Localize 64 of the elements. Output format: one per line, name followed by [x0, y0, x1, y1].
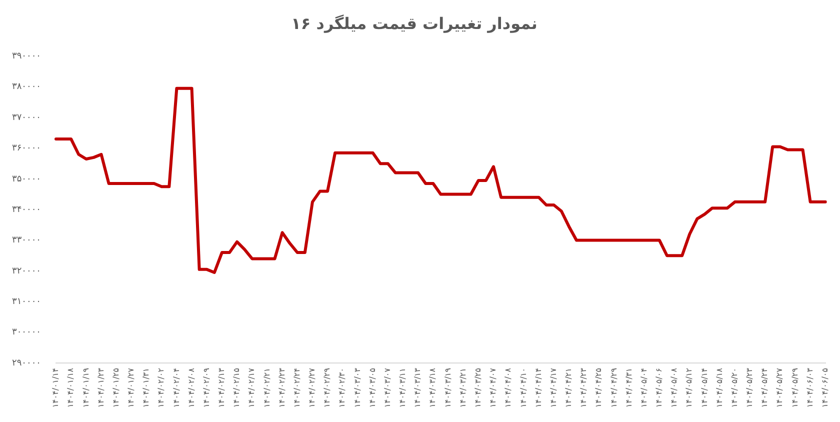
x-tick-label: ۱۴۰۴/۰۵/۲۴	[760, 368, 770, 408]
x-tick-label: ۱۴۰۴/۰۵/۰۶	[654, 368, 664, 408]
x-tick-label: ۱۴۰۴/۰۱/۳۱	[142, 368, 151, 408]
x-tick-label: ۱۴۰۴/۰۴/۲۳	[579, 367, 588, 408]
x-tick-label: ۱۴۰۴/۰۵/۲۷	[775, 367, 784, 408]
x-tick-label: ۱۴۰۴/۰۱/۱۴	[51, 368, 60, 408]
x-tick-label: ۱۴۰۴/۰۵/۲۹	[790, 368, 800, 408]
x-tick-label: ۱۴۰۴/۰۲/۲۹	[322, 368, 332, 408]
x-tick-label: ۱۴۰۴/۰۵/۲۰	[730, 368, 739, 408]
x-tick-label: ۱۴۰۴/۰۲/۰۸	[186, 367, 196, 408]
y-tick-label: ۳۴۰۰۰۰	[12, 204, 41, 215]
x-tick-label: ۱۴۰۴/۰۳/۰۳	[352, 367, 362, 408]
x-tick-label: ۱۴۰۴/۰۲/۳۰	[338, 368, 347, 408]
x-tick-label: ۱۴۰۴/۰۱/۲۷	[126, 367, 136, 408]
y-tick-label: ۳۹۰۰۰۰	[12, 52, 41, 62]
x-tick-label: ۱۴۰۴/۰۴/۲۵	[594, 368, 604, 408]
x-tick-label: ۱۴۰۴/۰۵/۱۴	[700, 368, 709, 408]
y-tick-label: ۳۱۰۰۰۰	[12, 296, 41, 307]
x-tick-label: ۱۴۰۴/۰۴/۲۱	[564, 368, 574, 408]
x-tick-label: ۱۴۰۴/۰۴/۰۸	[504, 367, 513, 408]
x-tick-label: ۱۴۰۴/۰۲/۲۴	[292, 368, 302, 408]
y-tick-label: ۳۷۰۰۰۰	[12, 112, 41, 123]
x-tick-label: ۱۴۰۴/۰۲/۰۹	[202, 368, 211, 408]
x-tick-label: ۱۴۰۴/۰۵/۰۸	[670, 367, 679, 408]
x-tick-label: ۱۴۰۴/۰۱/۱۹	[81, 368, 90, 408]
x-tick-label: ۱۴۰۴/۰۲/۰۴	[172, 368, 181, 408]
x-tick-label: ۱۴۰۴/۰۴/۲۹	[609, 368, 618, 408]
x-tick-label: ۱۴۰۴/۰۲/۲۷	[308, 367, 317, 408]
x-tick-label: ۱۴۰۴/۰۲/۱۷	[247, 367, 256, 408]
x-tick-label: ۱۴۰۴/۰۳/۱۱	[398, 368, 408, 408]
x-tick-label: ۱۴۰۴/۰۱/۱۸	[66, 367, 76, 408]
x-tick-label: ۱۴۰۴/۰۵/۱۲	[684, 368, 694, 408]
x-tick-label: ۱۴۰۴/۰۶/۰۳	[805, 367, 814, 408]
x-tick-label: ۱۴۰۴/۰۳/۲۱	[458, 368, 468, 408]
x-tick-label: ۱۴۰۴/۰۲/۱۳	[217, 367, 226, 408]
x-tick-label: ۱۴۰۴/۰۲/۲۳	[277, 367, 286, 408]
y-tick-label: ۳۳۰۰۰۰	[12, 236, 41, 246]
x-tick-label: ۱۴۰۴/۰۴/۱۷	[548, 367, 558, 408]
x-tick-label: ۱۴۰۴/۰۳/۱۸	[428, 367, 438, 408]
y-tick-label: ۲۹۰۰۰۰	[12, 358, 41, 368]
y-tick-label: ۳۲۰۰۰۰	[12, 266, 41, 276]
chart-title: نمودار تغییرات قیمت میلگرد ۱۶	[291, 14, 538, 33]
y-tick-label: ۳۶۰۰۰۰	[12, 144, 41, 154]
x-tick-label: ۱۴۰۴/۰۳/۱۳	[413, 367, 422, 408]
x-tick-label: ۱۴۰۴/۰۵/۱۸	[714, 367, 724, 408]
x-tick-label: ۱۴۰۴/۰۳/۰۷	[382, 367, 392, 408]
x-tick-label: ۱۴۰۴/۰۲/۰۲	[156, 368, 166, 408]
x-tick-label: ۱۴۰۴/۰۳/۱۹	[443, 368, 452, 408]
y-tick-label: ۳۸۰۰۰۰	[12, 82, 41, 92]
x-tick-label: ۱۴۰۴/۰۵/۰۴	[639, 368, 648, 408]
x-tick-label: ۱۴۰۴/۰۳/۰۵	[368, 368, 377, 408]
x-tick-label: ۱۴۰۴/۰۱/۲۵	[111, 368, 120, 408]
x-tick-label: ۱۴۰۴/۰۱/۲۳	[96, 367, 106, 408]
x-tick-label: ۱۴۰۴/۰۲/۲۱	[262, 368, 272, 408]
x-tick-label: ۱۴۰۴/۰۳/۲۵	[473, 368, 482, 408]
y-tick-label: ۳۰۰۰۰۰	[12, 328, 41, 338]
x-tick-label: ۱۴۰۴/۰۲/۱۵	[232, 368, 242, 408]
x-tick-label: ۱۴۰۴/۰۵/۲۳	[745, 367, 754, 408]
x-tick-label: ۱۴۰۴/۰۴/۰۷	[488, 367, 498, 408]
x-tick-label: ۱۴۰۴/۰۴/۱۴	[534, 368, 543, 408]
x-tick-label: ۱۴۰۴/۰۴/۱۰	[518, 368, 528, 408]
x-tick-label: ۱۴۰۴/۰۶/۰۵	[820, 368, 830, 408]
x-tick-label: ۱۴۰۴/۰۴/۳۱	[624, 368, 634, 408]
y-tick-label: ۳۵۰۰۰۰	[12, 174, 41, 184]
